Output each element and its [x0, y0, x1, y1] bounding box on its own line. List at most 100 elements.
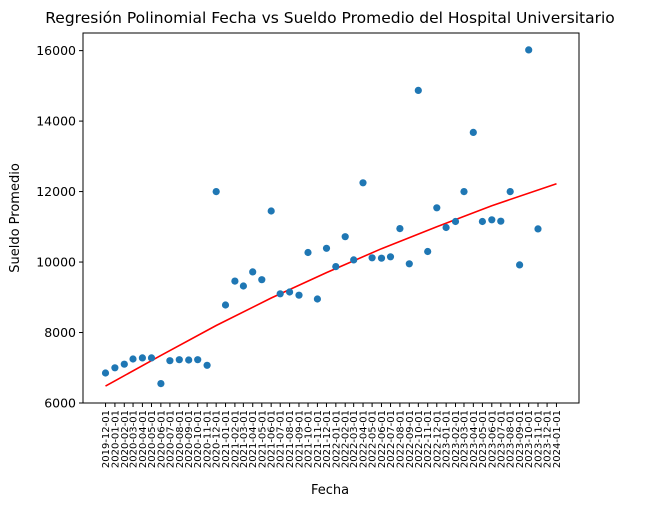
x-tick-label: 2022-04-01: [359, 410, 370, 468]
x-tick-label: 2020-04-01: [138, 410, 149, 468]
data-point: [341, 233, 349, 241]
data-point: [350, 256, 358, 264]
data-point: [221, 301, 230, 309]
data-point: [286, 288, 294, 296]
x-tick-label: 2020-11-01: [203, 410, 214, 468]
x-tick-label: 2020-05-01: [147, 410, 158, 468]
data-point: [231, 277, 239, 285]
data-point: [359, 179, 367, 187]
data-point: [212, 188, 220, 196]
y-tick-label: 14000: [36, 114, 76, 129]
data-point: [433, 204, 441, 212]
x-tick-label: 2020-01-01: [110, 410, 121, 468]
chart-title: Regresión Polinomial Fecha vs Sueldo Pro…: [45, 9, 615, 27]
x-tick-label: 2023-03-01: [459, 410, 470, 468]
y-tick-label: 6000: [44, 396, 76, 411]
y-tick-label: 12000: [36, 184, 76, 199]
x-tick-label: 2022-07-01: [386, 410, 397, 468]
data-point: [304, 248, 312, 257]
x-tick-label: 2023-02-01: [451, 410, 462, 468]
x-tick-label: 2023-01-01: [442, 410, 453, 468]
x-tick-label: 2021-08-01: [285, 410, 296, 468]
x-tick-label: 2021-11-01: [313, 410, 324, 468]
data-point: [488, 216, 496, 224]
y-tick-label: 8000: [44, 325, 76, 340]
y-tick-label: 10000: [36, 255, 76, 270]
data-point: [101, 369, 110, 377]
data-point: [147, 354, 156, 362]
x-tick-label: 2023-08-01: [506, 410, 517, 468]
y-axis-label: Sueldo Promedio: [8, 163, 23, 273]
data-point: [405, 260, 413, 268]
data-points: [101, 46, 542, 388]
x-tick-label: 2020-10-01: [193, 410, 204, 468]
x-tick-label: 2023-12-01: [543, 410, 554, 468]
data-point: [138, 354, 146, 362]
x-tick-label: 2023-10-01: [524, 410, 535, 468]
data-point: [175, 356, 183, 364]
data-point: [239, 282, 247, 290]
x-tick-label: 2022-01-01: [331, 410, 342, 468]
x-tick-label: 2021-01-01: [221, 410, 232, 468]
data-point: [451, 217, 460, 226]
x-tick-label: 2022-08-01: [395, 410, 406, 468]
data-point: [332, 263, 340, 271]
data-point: [185, 356, 193, 364]
x-tick-label: 2021-09-01: [294, 410, 305, 468]
x-tick-label: 2022-09-01: [405, 410, 416, 468]
x-tick-label: 2020-12-01: [212, 410, 223, 468]
regression-layer: [105, 183, 557, 387]
x-tick-label: 2021-07-01: [276, 410, 287, 468]
data-point: [497, 217, 505, 225]
x-tick-label: 2020-03-01: [129, 410, 140, 468]
x-tick-label: 2023-11-01: [534, 410, 545, 468]
data-point: [396, 225, 404, 233]
data-point: [525, 46, 533, 54]
data-point: [111, 364, 119, 372]
x-tick-label: 2020-09-01: [184, 410, 195, 468]
plot-frame: [82, 32, 580, 404]
x-tick-label: 2022-02-01: [341, 410, 352, 468]
data-point: [478, 217, 486, 226]
x-tick-label: 2020-02-01: [120, 410, 131, 468]
data-point: [276, 290, 284, 298]
data-point: [534, 225, 542, 233]
x-tick-label: 2021-03-01: [239, 410, 250, 468]
data-point: [129, 355, 137, 363]
data-point: [157, 380, 165, 388]
x-tick-label: 2021-06-01: [267, 410, 278, 468]
data-point: [424, 247, 432, 256]
data-point: [460, 188, 468, 196]
x-tick-label: 2020-06-01: [156, 410, 167, 468]
x-tick-label: 2024-01-01: [552, 410, 563, 468]
x-tick-label: 2022-03-01: [349, 410, 360, 468]
x-tick-label: 2022-06-01: [377, 410, 388, 468]
x-tick-label: 2021-05-01: [257, 410, 268, 468]
x-tick-label: 2021-02-01: [230, 410, 241, 468]
x-tick-label: 2020-08-01: [175, 410, 186, 468]
x-tick-label: 2022-05-01: [368, 410, 379, 468]
x-tick-label: 2020-07-01: [165, 410, 176, 468]
y-axis: 6000 8000 10000 12000 14000 16000: [36, 43, 83, 411]
x-tick-label: 2023-07-01: [496, 410, 507, 468]
x-tick-label: 2022-12-01: [432, 410, 443, 468]
x-tick-label: 2022-11-01: [423, 410, 434, 468]
data-point: [386, 253, 395, 261]
data-point: [258, 276, 266, 284]
data-point: [506, 188, 514, 196]
data-point: [322, 244, 331, 252]
regression-line: [105, 183, 557, 387]
x-tick-label: 2023-05-01: [478, 410, 489, 468]
y-tick-label: 16000: [36, 43, 76, 58]
data-point: [295, 291, 303, 299]
data-point: [368, 254, 376, 262]
data-point: [414, 86, 422, 94]
data-point: [313, 295, 321, 303]
data-point: [267, 207, 275, 215]
data-point: [194, 356, 202, 364]
data-point: [203, 361, 211, 369]
data-point: [516, 261, 524, 269]
x-tick-label: 2023-06-01: [487, 410, 498, 468]
x-axis: 2019-12-012020-01-012020-02-012020-03-01…: [101, 403, 563, 468]
